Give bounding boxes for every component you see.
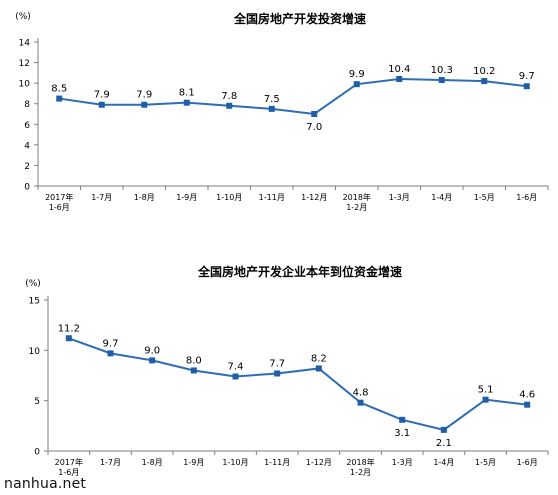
data-label: 10.2 [473, 66, 495, 77]
y-tick-label: 10 [19, 80, 31, 90]
data-label: 7.0 [306, 122, 322, 133]
x-tick-label: 1-4月 [433, 458, 454, 467]
x-tick-label: 1-9月 [183, 458, 204, 467]
data-label: 8.5 [51, 84, 67, 95]
x-tick-label: 1-7月 [100, 458, 121, 467]
data-point [440, 426, 447, 433]
data-point [482, 396, 489, 403]
data-label: 7.9 [94, 90, 110, 101]
data-label: 10.4 [388, 64, 410, 75]
x-tick-label: 1-5月 [475, 458, 496, 467]
data-label: 7.4 [228, 362, 244, 373]
x-tick-label: 2017年 [45, 192, 73, 202]
chart-title: 全国房地产开发企业本年到位资金增速 [197, 264, 402, 279]
x-tick-label: 1-10月 [222, 458, 248, 467]
data-label: 7.9 [136, 90, 152, 101]
x-tick-label: 1-6月 [517, 458, 538, 467]
data-point [232, 373, 239, 380]
data-point [56, 95, 63, 102]
data-label: 11.2 [58, 323, 80, 334]
x-tick-label: 1-2月 [346, 203, 367, 212]
data-point [399, 416, 406, 423]
data-label: 9.7 [519, 71, 535, 82]
x-tick-label: 1-12月 [301, 193, 327, 202]
x-tick-label: 1-5月 [474, 193, 495, 202]
chart-title: 全国房地产开发投资增速 [233, 11, 366, 26]
data-point [141, 101, 148, 108]
x-tick-label: 1-4月 [431, 193, 452, 202]
funds-growth-chart: 全国房地产开发企业本年到位资金增速 (%) 0 5 10 15 2017年 1-6月 1-7月 1… [0, 258, 558, 495]
data-label: 7.8 [221, 91, 237, 102]
x-tick-label: 1-3月 [389, 193, 410, 202]
data-point [524, 401, 531, 408]
y-tick-label: 0 [24, 183, 30, 193]
y-tick-label: 12 [19, 59, 30, 69]
y-tick-label: 15 [29, 297, 40, 307]
data-point [315, 365, 322, 372]
series-line [68, 337, 528, 431]
data-point [149, 357, 156, 364]
data-label: 7.7 [269, 358, 285, 369]
x-tick-label: 1-7月 [91, 193, 112, 202]
x-tick-label: 1-2月 [350, 468, 371, 477]
x-tick-label: 1-3月 [392, 458, 413, 467]
series-line [59, 78, 527, 116]
y-tick-label: 8 [24, 100, 30, 110]
data-label: 9.7 [103, 338, 119, 349]
data-label: 7.5 [264, 94, 280, 105]
x-tick-label: 1-6月 [516, 193, 537, 202]
watermark: nanhua.net [4, 476, 87, 492]
data-point [396, 76, 403, 83]
x-tick-label: 2017年 [55, 457, 83, 467]
y-tick-label: 2 [24, 162, 30, 172]
data-label: 5.1 [478, 385, 494, 396]
data-label: 2.1 [436, 438, 452, 449]
investment-growth-chart: 全国房地产开发投资增速 (%) 0 2 4 6 8 10 12 14 2017年 1-6月 1-7月 1-… [0, 0, 558, 230]
data-point [481, 78, 488, 85]
y-tick-label: 0 [34, 448, 40, 458]
data-point [107, 350, 114, 357]
data-point [183, 99, 190, 106]
x-tick-label: 1-10月 [216, 193, 242, 202]
data-label: 9.9 [349, 69, 365, 80]
y-tick-label: 5 [34, 397, 40, 407]
data-label: 8.2 [311, 353, 327, 364]
x-tick-label: 1-9月 [176, 193, 197, 202]
x-tick-label: 1-11月 [264, 458, 290, 467]
x-tick-label: 1-12月 [306, 458, 332, 467]
data-label: 4.8 [353, 388, 369, 399]
data-point [523, 83, 530, 90]
data-label: 8.1 [179, 88, 195, 99]
x-tick-label: 2018年 [346, 457, 374, 467]
x-tick-label: 1-8月 [134, 193, 155, 202]
y-tick-label: 6 [24, 121, 30, 131]
y-tick-label: 10 [29, 347, 41, 357]
data-label: 10.3 [431, 65, 453, 76]
x-tick-label: 1-6月 [58, 468, 79, 477]
data-label: 4.6 [519, 390, 535, 401]
x-tick-label: 1-8月 [142, 458, 163, 467]
data-point [357, 399, 364, 406]
x-tick-label: 2018年 [343, 192, 371, 202]
data-point [274, 370, 281, 377]
y-tick-label: 4 [24, 141, 30, 151]
data-label: 8.0 [186, 355, 202, 366]
data-point [438, 77, 445, 84]
data-label: 3.1 [394, 428, 410, 439]
y-tick-label: 14 [19, 39, 31, 49]
data-point [311, 111, 318, 117]
data-point [268, 105, 275, 112]
y-unit-label: (%) [25, 279, 41, 289]
y-unit-label: (%) [15, 12, 31, 22]
x-tick-label: 1-6月 [49, 203, 70, 212]
data-point [226, 102, 233, 109]
data-point [190, 367, 197, 374]
data-point [353, 81, 360, 88]
x-tick-label: 1-11月 [259, 193, 285, 202]
data-point [98, 101, 105, 108]
data-point [65, 335, 72, 342]
data-label: 9.0 [144, 345, 160, 356]
